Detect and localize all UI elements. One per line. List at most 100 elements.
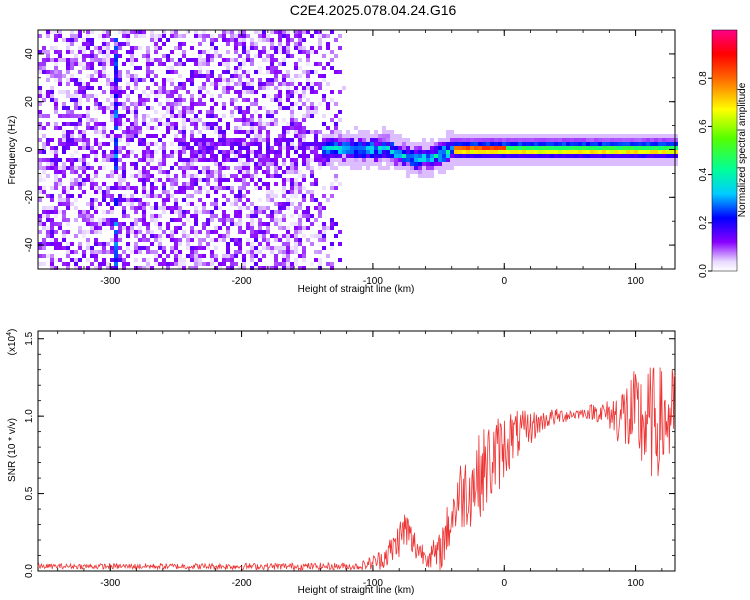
spectrogram-cell xyxy=(106,210,110,214)
spectrogram-cell xyxy=(274,110,278,114)
spectrogram-cell xyxy=(82,214,86,218)
spectrogram-cell xyxy=(110,106,114,110)
spectrogram-cell xyxy=(202,170,206,174)
spectrogram-cell xyxy=(654,138,658,142)
spectrogram-cell xyxy=(254,126,258,130)
spectrogram-cell xyxy=(38,178,42,182)
spectrogram-cell xyxy=(74,198,78,202)
spectrogram-cell xyxy=(50,94,54,98)
spectrogram-cell xyxy=(62,238,66,242)
spectrogram-cell xyxy=(190,154,194,158)
spectrogram-cell xyxy=(110,90,114,94)
spectrogram-cell xyxy=(286,198,290,202)
spectrogram-cell xyxy=(114,258,118,262)
spectrogram-cell xyxy=(54,74,58,78)
spectrogram-cell xyxy=(114,38,118,42)
spectrogram-cell xyxy=(222,222,226,226)
spectrogram-cell xyxy=(110,130,114,134)
spectrogram-cell xyxy=(458,146,462,150)
spectrogram-cell xyxy=(502,138,506,142)
spectrogram-cell xyxy=(266,242,270,246)
spectrogram-cell xyxy=(198,210,202,214)
spectrogram-cell xyxy=(298,42,302,46)
spectrogram-cell xyxy=(206,146,210,150)
spectrogram-cell xyxy=(294,62,298,66)
spectrogram-cell xyxy=(266,226,270,230)
spectrogram-cell xyxy=(370,138,374,142)
spectrogram-cell xyxy=(378,162,382,166)
spectrogram-cell xyxy=(534,150,538,154)
spectrogram-cell xyxy=(86,118,90,122)
spectrogram-cell xyxy=(330,138,334,142)
spectrogram-cell xyxy=(242,186,246,190)
spectrogram-cell xyxy=(126,30,130,34)
spectrogram-cell xyxy=(302,266,306,270)
spectrogram-cell xyxy=(378,134,382,138)
spectrogram-cell xyxy=(266,50,270,54)
spectrogram-cell xyxy=(238,130,242,134)
spectrogram-cell xyxy=(358,138,362,142)
spectrogram-cell xyxy=(102,190,106,194)
spectrogram-cell xyxy=(414,150,418,154)
spectrogram-cell xyxy=(298,206,302,210)
spectrogram-cell xyxy=(338,146,342,150)
spectrogram-cell xyxy=(458,150,462,154)
spectrogram-cell xyxy=(306,130,310,134)
spectrogram-cell xyxy=(54,110,58,114)
spectrogram-cell xyxy=(294,230,298,234)
spectrogram-cell xyxy=(274,214,278,218)
spectrogram-cell xyxy=(214,202,218,206)
spectrogram-cell xyxy=(190,258,194,262)
spectrogram-cell xyxy=(338,142,342,146)
spectrogram-cell xyxy=(318,74,322,78)
spectrogram-cell xyxy=(162,62,166,66)
spectrogram-cell xyxy=(66,246,70,250)
spectrogram-cell xyxy=(114,70,118,74)
spectrogram-cell xyxy=(478,138,482,142)
spectrogram-cell xyxy=(74,78,78,82)
spectrogram-cell xyxy=(286,38,290,42)
spectrogram-cell xyxy=(226,186,230,190)
spectrogram-cell xyxy=(370,162,374,166)
spectrogram-cell xyxy=(166,106,170,110)
spectrogram-cell xyxy=(506,142,510,146)
spectrogram-cell xyxy=(318,82,322,86)
spectrogram-cell xyxy=(294,258,298,262)
spectrogram-cell xyxy=(114,94,118,98)
spectrogram-cell xyxy=(78,70,82,74)
spectrogram-cell xyxy=(194,250,198,254)
spectrogram-cell xyxy=(262,254,266,258)
spectrogram-cell xyxy=(662,162,666,166)
spectrogram-cell xyxy=(330,186,334,190)
spectrogram-cell xyxy=(214,214,218,218)
spectrogram-cell xyxy=(250,78,254,82)
spectrogram-cell xyxy=(58,70,62,74)
spectrogram-cell xyxy=(150,174,154,178)
spectrogram-cell xyxy=(138,178,142,182)
spectrogram-cell xyxy=(338,134,342,138)
spectrogram-cell xyxy=(350,158,354,162)
spectrogram-cell xyxy=(78,82,82,86)
spectrogram-cell xyxy=(258,162,262,166)
spectrogram-cell xyxy=(550,162,554,166)
spectrogram-cell xyxy=(254,138,258,142)
spectrogram-cell xyxy=(50,210,54,214)
spectrogram-cell xyxy=(322,142,326,146)
spectrogram-cell xyxy=(290,106,294,110)
spectrogram-cell xyxy=(194,234,198,238)
spectrogram-cell xyxy=(314,146,318,150)
spectrogram-cell xyxy=(626,162,630,166)
spectrogram-cell xyxy=(62,58,66,62)
spectrogram-cell xyxy=(54,78,58,82)
spectrogram-cell xyxy=(234,46,238,50)
spectrogram-cell xyxy=(386,150,390,154)
spectrogram-cell xyxy=(322,138,326,142)
spectrogram-cell xyxy=(478,158,482,162)
spectrogram-cell xyxy=(218,142,222,146)
spectrogram-cell xyxy=(338,150,342,154)
spectrogram-cell xyxy=(214,46,218,50)
spectrogram-cell xyxy=(262,238,266,242)
spectrogram-cell xyxy=(666,138,670,142)
spectrogram-cell xyxy=(338,34,342,38)
spectrogram-cell xyxy=(190,58,194,62)
